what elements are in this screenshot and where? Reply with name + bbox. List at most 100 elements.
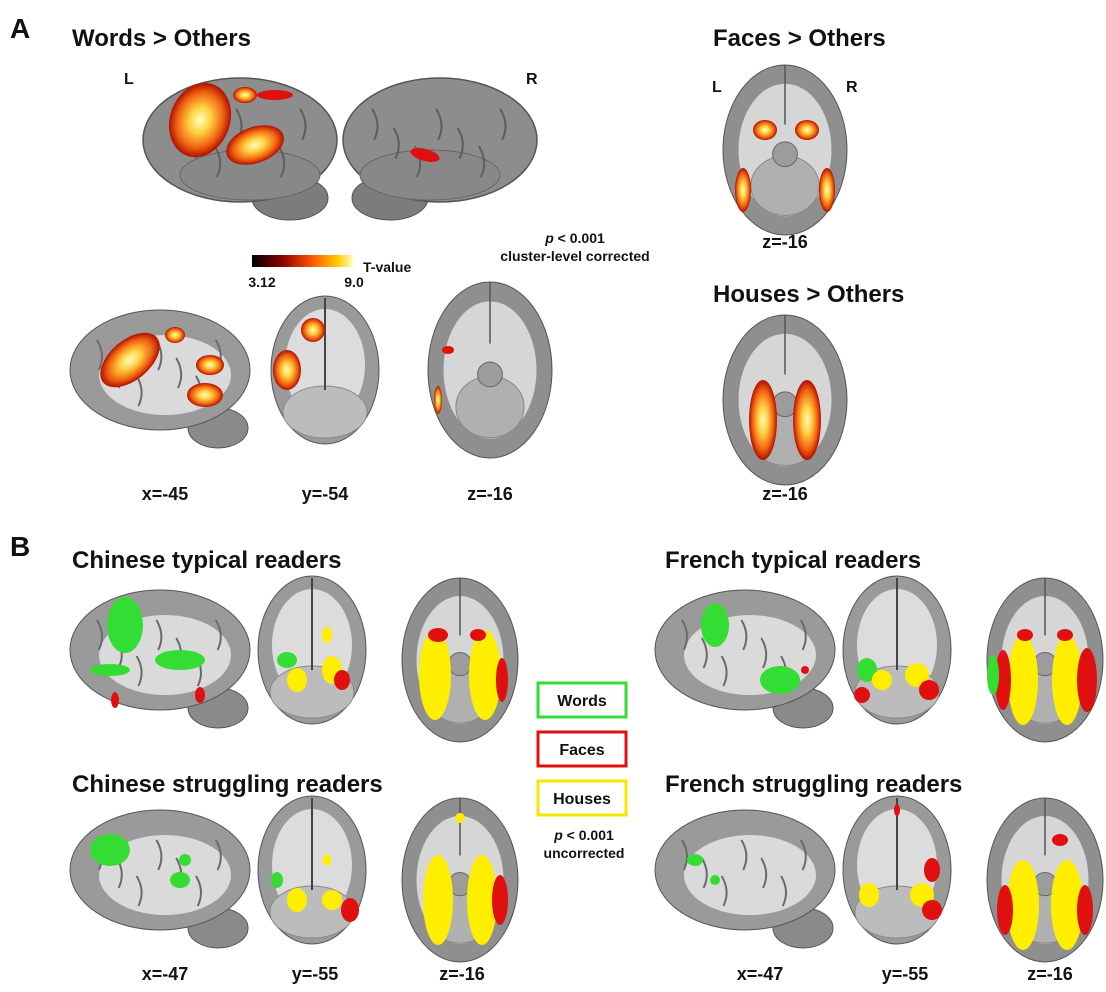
activation <box>100 332 160 388</box>
activation <box>1051 860 1083 950</box>
legend-box <box>536 779 628 817</box>
sulcus <box>213 145 222 178</box>
activation <box>905 663 929 687</box>
activation <box>187 383 223 407</box>
legend-label: Houses <box>553 791 611 808</box>
slice-label: x=-45 <box>142 484 189 504</box>
colorbar-max: 9.0 <box>344 274 364 290</box>
legend-box <box>536 730 628 768</box>
activation <box>257 90 293 100</box>
sulcus <box>371 108 379 141</box>
group-title: French struggling readers <box>665 771 962 798</box>
legend-box <box>536 681 628 719</box>
p-symbol: p <box>553 827 563 843</box>
activation <box>795 120 819 140</box>
sulcus <box>435 108 443 141</box>
brainstem <box>447 652 473 677</box>
activation <box>277 652 297 668</box>
sulcus <box>740 619 748 651</box>
colorbar-label: T-value <box>363 259 411 275</box>
sulcus <box>155 619 163 651</box>
slice-label: x=-47 <box>737 964 784 984</box>
sulcus <box>135 875 143 907</box>
activation <box>922 900 942 920</box>
sulcus <box>780 875 787 907</box>
activation <box>195 687 205 703</box>
activation <box>919 680 939 700</box>
activation <box>1052 834 1068 846</box>
activation <box>1017 629 1033 641</box>
activation <box>987 655 999 695</box>
slice-label: z=-16 <box>467 484 513 504</box>
sulcus <box>195 875 202 907</box>
threshold-note: uncorrected <box>544 845 625 861</box>
sulcus <box>175 357 183 389</box>
activation <box>1077 648 1097 712</box>
sulcus <box>392 127 400 160</box>
hemisphere-label: R <box>526 71 538 88</box>
sulcus <box>135 655 143 687</box>
sulcus <box>214 839 222 871</box>
white-matter <box>684 835 816 915</box>
activation <box>287 668 307 692</box>
slice-label: y=-54 <box>302 484 349 504</box>
slice-label: y=-55 <box>882 964 929 984</box>
brainstem <box>772 141 798 168</box>
activation <box>90 834 130 866</box>
sulcus <box>299 108 307 141</box>
sulcus <box>499 108 507 141</box>
activation <box>107 597 143 653</box>
panel-label: A <box>10 13 30 44</box>
sulcus <box>681 839 688 871</box>
panel-label: B <box>10 531 30 562</box>
activation <box>1057 629 1073 641</box>
activation <box>271 872 283 888</box>
activation <box>165 327 185 343</box>
activation <box>894 804 900 816</box>
activation <box>924 858 940 882</box>
activation <box>179 854 191 866</box>
sulcus <box>277 145 286 178</box>
colorbar-min: 3.12 <box>248 274 275 290</box>
white-matter <box>99 835 231 915</box>
sulcus <box>681 619 688 651</box>
sulcus <box>214 619 222 651</box>
threshold: p < 0.001 <box>544 230 605 246</box>
legend-label: Faces <box>559 742 604 759</box>
slice-label: z=-16 <box>1027 964 1073 984</box>
slice-label: z=-16 <box>762 484 808 504</box>
activation <box>496 658 508 702</box>
activation <box>168 82 232 158</box>
sulcus <box>456 127 464 160</box>
activation <box>710 875 720 885</box>
activation <box>287 888 307 912</box>
activation <box>857 658 877 682</box>
sulcus <box>96 339 103 371</box>
p-value: < 0.001 <box>567 827 614 843</box>
activation <box>492 875 508 925</box>
sulcus <box>760 637 768 669</box>
activation <box>995 650 1011 710</box>
slice-label: z=-16 <box>439 964 485 984</box>
activation <box>334 670 350 690</box>
activation <box>410 148 440 162</box>
activation <box>687 854 703 866</box>
activation <box>442 346 454 354</box>
activation <box>470 629 486 641</box>
cerebellum <box>282 385 368 439</box>
activation <box>760 666 800 694</box>
activation <box>322 627 332 643</box>
group-title: Chinese struggling readers <box>72 771 383 798</box>
activation <box>90 664 130 676</box>
colorbar <box>252 255 354 267</box>
sulcus <box>799 619 807 651</box>
group-title: French typical readers <box>665 547 921 574</box>
activation <box>854 687 870 703</box>
activation <box>1077 885 1093 935</box>
legend-label: Words <box>557 693 607 710</box>
activation <box>111 692 119 708</box>
activation <box>428 628 448 642</box>
slice-label: y=-55 <box>292 964 339 984</box>
activation <box>455 813 465 823</box>
activation <box>859 883 879 907</box>
